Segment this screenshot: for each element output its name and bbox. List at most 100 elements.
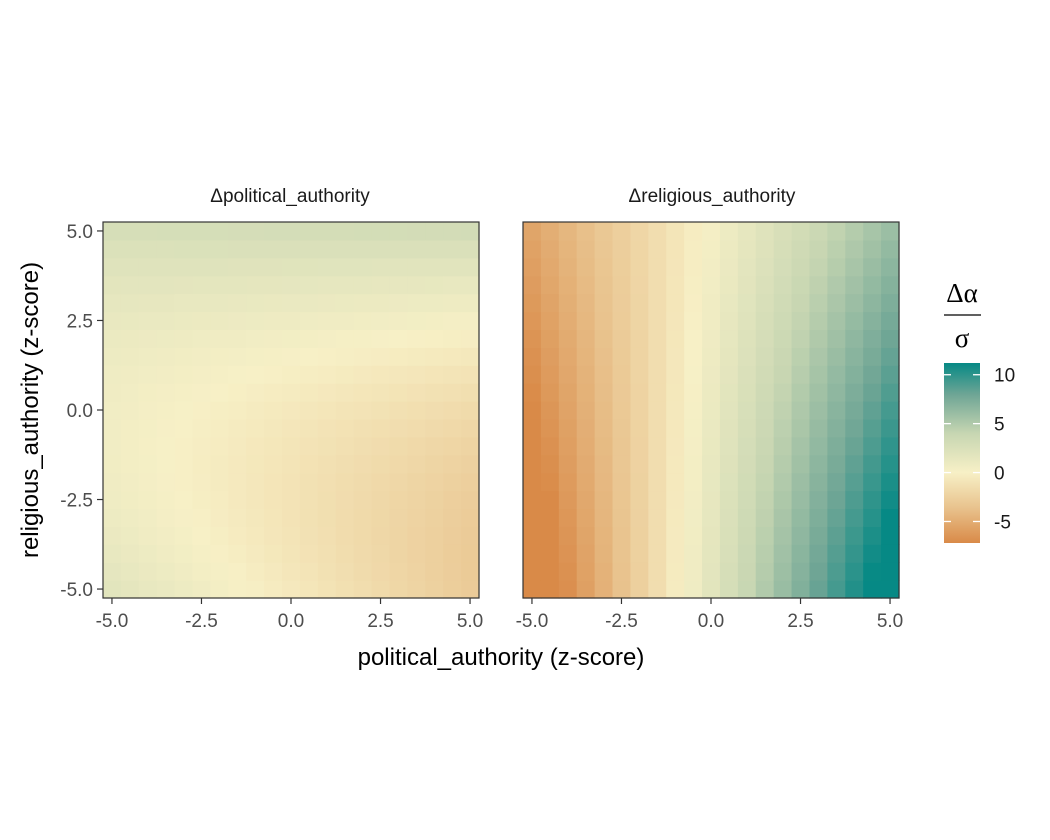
heatmap-cell [684, 222, 703, 241]
x-tick-label: 0.0 [278, 611, 304, 632]
heatmap-cell [719, 401, 739, 420]
heatmap-cell [648, 222, 667, 241]
heatmap-cell [246, 347, 265, 366]
heatmap-cell [558, 329, 578, 348]
heatmap-cell [863, 401, 882, 420]
y-axis: -5.0 -2.5 0.0 2.5 5.0 [60, 222, 103, 601]
heatmap-cell [845, 490, 864, 510]
heatmap-cell [210, 580, 229, 599]
heatmap-cell [684, 329, 703, 348]
heatmap-cell [809, 275, 828, 295]
heatmap-cell [317, 222, 337, 241]
legend-tick-label: 5 [994, 415, 1005, 436]
heatmap-cell [666, 454, 685, 474]
heatmap-cell [863, 329, 882, 348]
heatmap-cell [282, 293, 301, 313]
heatmap-cell [443, 222, 462, 241]
heatmap-cell [389, 347, 408, 366]
heatmap-cell [684, 526, 703, 545]
heatmap-cell [594, 257, 614, 277]
heatmap-cell [863, 580, 882, 599]
heatmap-cell [684, 544, 703, 563]
heatmap-cell [443, 490, 462, 510]
heatmap-cell [809, 454, 828, 474]
heatmap-cell [791, 311, 811, 331]
heatmap-cell [540, 383, 560, 402]
heatmap-cell [103, 562, 122, 581]
heatmap-cell [174, 311, 194, 331]
heatmap-cell [755, 257, 775, 277]
heatmap-cell [594, 347, 614, 366]
heatmap-cell [228, 347, 247, 366]
heatmap-cell [425, 454, 444, 474]
heatmap-cell [809, 222, 828, 241]
heatmap-cell [558, 311, 578, 331]
heatmap-cell [246, 580, 265, 599]
heatmap-cell [299, 239, 319, 259]
heatmap-cell [791, 257, 811, 277]
heatmap-cell [264, 365, 283, 384]
heatmap-cell [282, 311, 301, 331]
heatmap-cell [425, 544, 444, 563]
heatmap-cell [719, 365, 739, 384]
heatmap-cell [317, 490, 337, 510]
heatmap-cell [523, 239, 542, 259]
heatmap-cell [407, 401, 426, 420]
heatmap-cell [103, 490, 122, 510]
heatmap-cell [210, 508, 229, 527]
heatmap-cell [407, 383, 426, 402]
heatmap-cell [174, 562, 194, 581]
heatmap-cell [540, 562, 560, 581]
heatmap-cell [791, 222, 811, 241]
heatmap-cell [174, 383, 194, 402]
heatmap-cell [845, 311, 864, 331]
heatmap-cell [594, 508, 614, 527]
heatmap-cell [684, 293, 703, 313]
heatmap-cell [648, 401, 667, 420]
heatmap-cell [264, 508, 283, 527]
heatmap-cell [353, 580, 373, 599]
heatmap-cell [210, 347, 229, 366]
heatmap-cell [210, 418, 229, 438]
heatmap-cell [335, 275, 355, 295]
heatmap-cell [809, 436, 828, 456]
heatmap-cell [809, 383, 828, 402]
heatmap-cell [719, 472, 739, 492]
heatmap-cell [335, 544, 355, 563]
heatmap-cell [174, 418, 194, 438]
y-tick-label: -5.0 [60, 580, 93, 601]
heatmap-cell [210, 383, 229, 402]
y-axis-title: religious_authority (z-score) [17, 262, 44, 558]
heatmap-cell [666, 472, 685, 492]
heatmap-cell [210, 293, 229, 313]
heatmap-cell [594, 222, 614, 241]
heatmap-cell [461, 526, 480, 545]
heatmap-cell [138, 329, 158, 348]
heatmap-cell [755, 418, 775, 438]
heatmap-cell [523, 580, 542, 599]
heatmap-cell [156, 544, 176, 563]
heatmap-cell [299, 383, 319, 402]
heatmap-cell [791, 365, 811, 384]
heatmap-cell [576, 526, 596, 545]
heatmap-cell [755, 544, 775, 563]
heatmap-cell [299, 562, 319, 581]
heatmap-cell [755, 311, 775, 331]
heatmap-cell [755, 562, 775, 581]
heatmap-cell [461, 365, 480, 384]
heatmap-cell [755, 239, 775, 259]
heatmap-cell [335, 222, 355, 241]
heatmap-cell [576, 418, 596, 438]
heatmap-cell [138, 454, 158, 474]
heatmap-cell [174, 544, 194, 563]
heatmap-cell [425, 275, 444, 295]
heatmap-cell [103, 329, 122, 348]
heatmap-cell [523, 544, 542, 563]
heatmap-cell [809, 293, 828, 313]
heatmap-cell [192, 454, 212, 474]
heatmap-cell [612, 562, 632, 581]
heatmap-cell [174, 454, 194, 474]
heatmap-cell [666, 293, 685, 313]
heatmap-cell [719, 418, 739, 438]
heatmap-cell [594, 311, 614, 331]
